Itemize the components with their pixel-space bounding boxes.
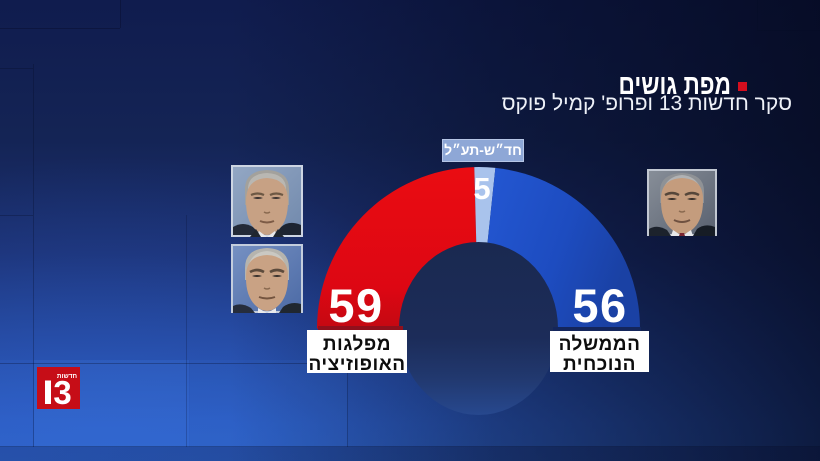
svg-text:חדשות: חדשות xyxy=(57,373,78,380)
svg-text:3: 3 xyxy=(53,374,71,409)
